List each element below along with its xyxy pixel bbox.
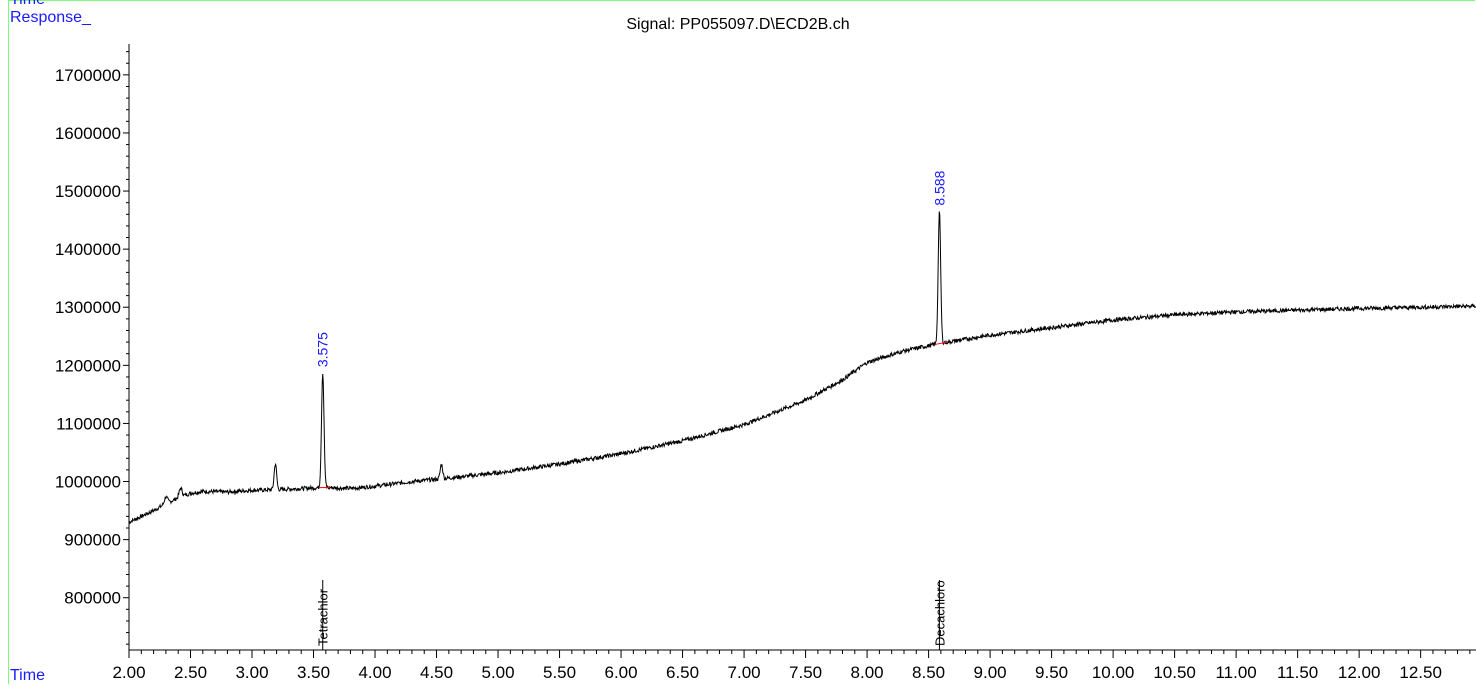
y-tick-label: 900000	[64, 531, 121, 550]
y-tick-label: 1200000	[55, 356, 121, 375]
x-tick-label: 8.50	[912, 663, 945, 682]
x-tick-label: 4.00	[358, 663, 391, 682]
y-tick-label: 1400000	[55, 240, 121, 259]
y-tick-label: 1000000	[55, 473, 121, 492]
x-tick-label: 7.00	[728, 663, 761, 682]
x-tick-label: 9.50	[1035, 663, 1068, 682]
x-tick-label: 7.50	[789, 663, 822, 682]
x-tick-label: 12.50	[1399, 663, 1442, 682]
response-axis-label: Response_	[10, 9, 91, 26]
x-tick-label: 4.50	[420, 663, 453, 682]
y-tick-label: 1100000	[56, 414, 121, 433]
y-tick-label: 1600000	[55, 124, 121, 143]
x-tick-label: 6.50	[666, 663, 699, 682]
plot-frame	[8, 0, 1475, 684]
x-tick-label: 2.00	[112, 663, 145, 682]
x-tick-label: 2.50	[174, 663, 207, 682]
x-tick-label: 6.00	[605, 663, 638, 682]
y-tick-label: 800000	[64, 589, 121, 608]
x-tick-label: 12.00	[1338, 663, 1381, 682]
signal-trace	[128, 211, 1476, 525]
x-tick-label: 5.50	[543, 663, 576, 682]
chart-title: Signal: PP055097.D\ECD2B.ch	[626, 16, 850, 33]
x-tick-label: 10.50	[1153, 663, 1196, 682]
y-tick-label: 1700000	[55, 66, 121, 85]
y-tick-label: 1300000	[55, 298, 121, 317]
x-tick-label: 11.50	[1277, 663, 1318, 682]
x-tick-label: 8.00	[851, 663, 884, 682]
x-tick-label: 3.50	[297, 663, 330, 682]
x-tick-label: 3.00	[235, 663, 268, 682]
peak-rt-label: 3.575	[315, 332, 331, 367]
top-time-label: Time	[10, 0, 45, 8]
time-axis-label: Time	[10, 667, 45, 684]
x-tick-label: 11.00	[1215, 663, 1256, 682]
y-tick-label: 1500000	[55, 182, 121, 201]
x-tick-label: 9.00	[974, 663, 1007, 682]
x-tick-label: 10.00	[1092, 663, 1135, 682]
integration-baseline	[935, 341, 947, 345]
x-tick-label: 5.00	[481, 663, 514, 682]
peak-rt-label: 8.588	[931, 170, 947, 205]
